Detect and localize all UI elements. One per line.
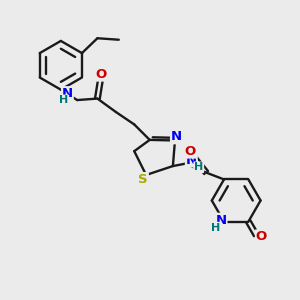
Text: N: N [215,214,226,226]
Text: H: H [211,223,220,232]
Text: N: N [171,130,182,143]
Text: N: N [62,87,73,100]
Text: S: S [138,173,148,186]
Text: H: H [194,162,203,172]
Text: O: O [95,68,106,81]
Text: N: N [186,154,197,166]
Text: O: O [256,230,267,243]
Text: O: O [184,145,196,158]
Text: H: H [59,95,68,105]
